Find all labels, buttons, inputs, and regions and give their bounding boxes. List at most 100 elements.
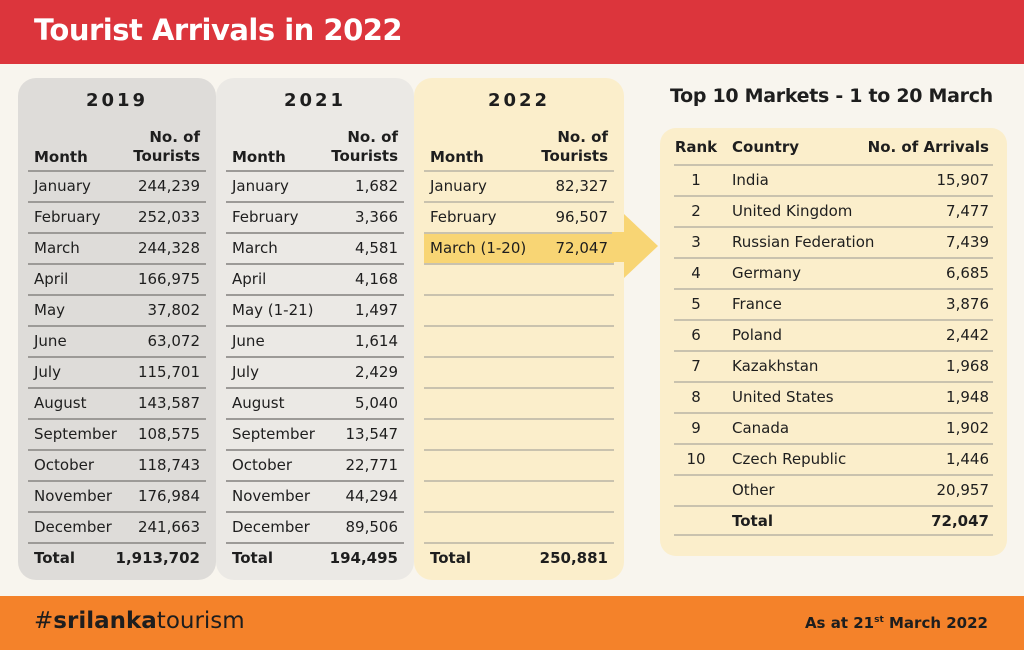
country-cell: Kazakhstan xyxy=(732,357,819,375)
table-row: September 108,575 xyxy=(28,418,206,449)
tourists-cell: 22,771 xyxy=(345,456,399,474)
table-row: February 252,033 xyxy=(28,201,206,232)
month-cell: February xyxy=(232,208,299,226)
month-cell: April xyxy=(232,270,267,288)
tourists-cell: 13,547 xyxy=(345,425,399,443)
table-header: Month No. of Tourists xyxy=(232,124,398,170)
table-row: March 4,581 xyxy=(226,232,404,263)
country-cell: France xyxy=(732,295,782,313)
month-cell: July xyxy=(34,363,61,381)
col-month-header: Month xyxy=(232,148,286,166)
month-cell: January xyxy=(430,177,487,195)
as-at-date: As at 21st March 2022 xyxy=(805,614,988,632)
footer-bar: #srilankatourism As at 21st March 2022 xyxy=(0,596,1024,650)
table-row: June 1,614 xyxy=(226,325,404,356)
col-arrivals-header: No. of Arrivals xyxy=(867,138,989,156)
table-rows: January 1,682 February 3,366 March 4,581 April… xyxy=(226,170,404,573)
table-row: September 13,547 xyxy=(226,418,404,449)
total-label: Total xyxy=(232,549,273,567)
hashtag-bold: srilanka xyxy=(53,608,157,634)
country-cell: Canada xyxy=(732,419,790,437)
hashtag-rest: tourism xyxy=(156,608,245,634)
table-row: October 118,743 xyxy=(28,449,206,480)
table-row: November 176,984 xyxy=(28,480,206,511)
col-tourists-line2: Tourists xyxy=(541,147,608,165)
table-row: November 44,294 xyxy=(226,480,404,511)
table-rows: January 82,327 February 96,507 March (1-20) 7… xyxy=(424,170,614,573)
tourists-cell: 63,072 xyxy=(147,332,201,350)
arrivals-cell: 1,968 xyxy=(946,357,989,375)
tourists-cell: 72,047 xyxy=(555,239,609,257)
market-row: 1 India 15,907 xyxy=(674,164,993,195)
table-row: March (1-20) 72,047 xyxy=(424,232,614,263)
arrivals-cell: 7,439 xyxy=(946,233,989,251)
month-cell: August xyxy=(232,394,285,412)
month-cell: January xyxy=(34,177,91,195)
rank-cell: 1 xyxy=(691,171,701,189)
month-cell: April xyxy=(34,270,69,288)
year-title: 2022 xyxy=(487,90,551,111)
market-row: 4 Germany 6,685 xyxy=(674,257,993,288)
table-row xyxy=(424,418,614,449)
table-row xyxy=(424,387,614,418)
market-total-row: Total 72,047 xyxy=(674,505,993,536)
market-row: 6 Poland 2,442 xyxy=(674,319,993,350)
arrivals-cell: 1,446 xyxy=(946,450,989,468)
table-header: Month No. of Tourists xyxy=(34,124,200,170)
month-cell: May (1-21) xyxy=(232,301,314,319)
table-row: March 244,328 xyxy=(28,232,206,263)
tourists-cell: 96,507 xyxy=(555,208,609,226)
col-country-header: Country xyxy=(732,138,800,156)
page-title: Tourist Arrivals in 2022 xyxy=(34,13,403,47)
month-cell: February xyxy=(430,208,497,226)
col-month-header: Month xyxy=(34,148,88,166)
month-cell: May xyxy=(34,301,66,319)
total-label: Total xyxy=(34,549,75,567)
table-row: May 37,802 xyxy=(28,294,206,325)
table-row xyxy=(424,511,614,542)
market-row: 7 Kazakhstan 1,968 xyxy=(674,350,993,381)
total-value: 194,495 xyxy=(329,549,398,567)
hashtag: #srilankatourism xyxy=(34,608,245,634)
markets-title: Top 10 Markets - 1 to 20 March xyxy=(670,85,993,107)
table-row: January 82,327 xyxy=(424,170,614,201)
arrivals-cell: 1,948 xyxy=(946,388,989,406)
arrivals-cell: 1,902 xyxy=(946,419,989,437)
country-cell: United Kingdom xyxy=(732,202,853,220)
year-title: 2019 xyxy=(85,90,149,111)
month-cell: March xyxy=(34,239,80,257)
table-row: June 63,072 xyxy=(28,325,206,356)
rank-cell: 3 xyxy=(691,233,701,251)
table-2019: 2019 Month No. of Tourists January 244,239 Feb… xyxy=(18,78,216,580)
market-row: 8 United States 1,948 xyxy=(674,381,993,412)
tourists-cell: 2,429 xyxy=(355,363,398,381)
tourists-cell: 252,033 xyxy=(137,208,200,226)
tourists-cell: 166,975 xyxy=(137,270,200,288)
col-tourists-header: No. of Tourists xyxy=(133,128,200,166)
col-tourists-header: No. of Tourists xyxy=(331,128,398,166)
table-header: Month No. of Tourists xyxy=(430,124,608,170)
rank-cell: 5 xyxy=(691,295,701,313)
country-cell: United States xyxy=(732,388,834,406)
market-row: Other 20,957 xyxy=(674,474,993,505)
table-row: December 89,506 xyxy=(226,511,404,542)
arrivals-cell: 6,685 xyxy=(946,264,989,282)
tourists-cell: 37,802 xyxy=(147,301,201,319)
table-rows: January 244,239 February 252,033 March 244,32… xyxy=(28,170,206,573)
col-tourists-line1: No. of xyxy=(557,128,608,146)
rank-cell: 9 xyxy=(691,419,701,437)
hashtag-prefix: # xyxy=(34,608,54,634)
as-at-prefix: As at 21 xyxy=(804,614,875,632)
rank-cell: 10 xyxy=(686,450,706,468)
table-row: October 22,771 xyxy=(226,449,404,480)
market-row: 3 Russian Federation 7,439 xyxy=(674,226,993,257)
markets-table: Rank Country No. of Arrivals 1 India 15,90… xyxy=(660,128,1007,556)
tourists-cell: 143,587 xyxy=(137,394,200,412)
arrivals-cell: 15,907 xyxy=(936,171,990,189)
country-cell: India xyxy=(732,171,769,189)
arrow-body xyxy=(612,232,626,262)
markets-header: Rank Country No. of Arrivals xyxy=(674,138,993,164)
month-cell: November xyxy=(34,487,113,505)
market-row: 10 Czech Republic 1,446 xyxy=(674,443,993,474)
col-tourists-line2: Tourists xyxy=(133,147,200,165)
